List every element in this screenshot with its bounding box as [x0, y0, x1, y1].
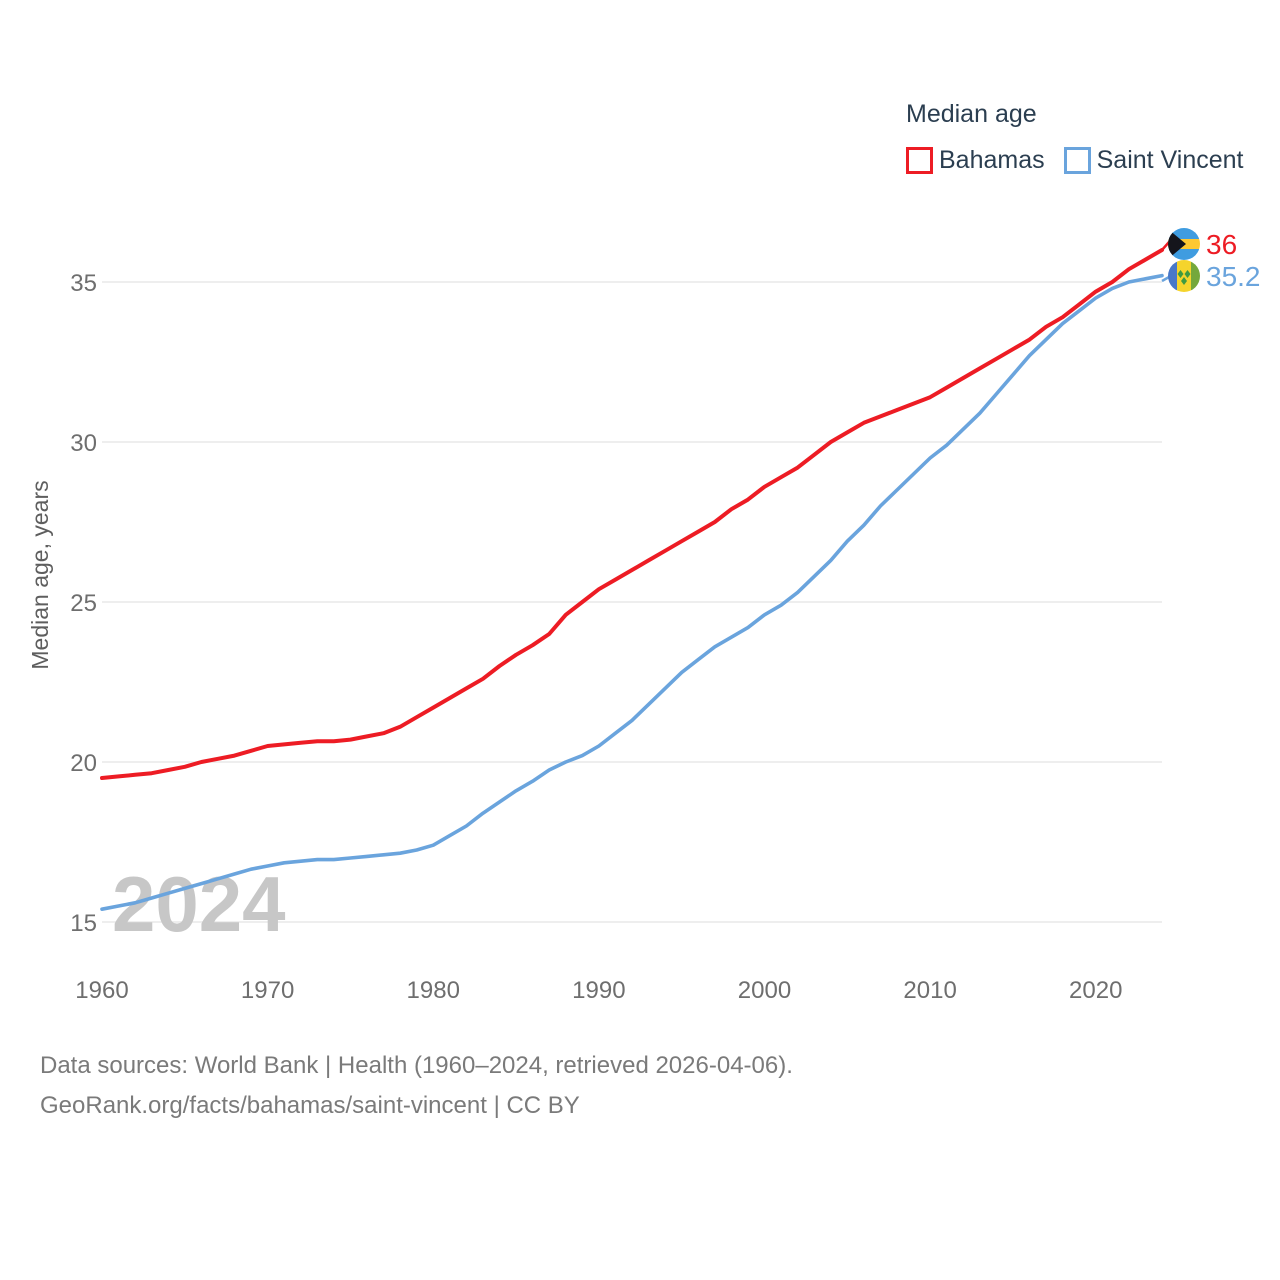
y-tick-label: 20: [70, 750, 97, 777]
saint-vincent-end-value-label: 35.2: [1206, 261, 1261, 292]
x-tick-label: 1980: [407, 977, 460, 1004]
x-tick-label: 1960: [75, 977, 128, 1004]
footer: Data sources: World Bank | Health (1960–…: [40, 1046, 793, 1126]
y-tick-label: 35: [70, 270, 97, 297]
x-tick-label: 1970: [241, 977, 294, 1004]
legend-item-saint-vincent[interactable]: Saint Vincent: [1063, 146, 1244, 175]
footer-data-sources: Data sources: World Bank | Health (1960–…: [40, 1052, 793, 1079]
x-tick-label: 2010: [903, 977, 956, 1004]
watermark-year: 2024: [112, 860, 286, 948]
footer-attribution: GeoRank.org/facts/bahamas/saint-vincent …: [40, 1092, 580, 1119]
gridlines: [102, 281, 1162, 923]
bahamas-end-value-label: 36: [1206, 229, 1237, 260]
y-tick-label: 15: [70, 910, 97, 937]
y-tick-label: 30: [70, 430, 97, 457]
bahamas-swatch-icon: [906, 147, 933, 174]
y-axis-title: Median age, years: [27, 480, 53, 669]
legend-item-bahamas[interactable]: Bahamas: [906, 146, 1045, 175]
bahamas-flag-icon: [1168, 228, 1200, 260]
legend-items: Bahamas Saint Vincent: [906, 146, 1266, 175]
saint-vincent-flag-icon: [1168, 260, 1200, 292]
legend: Median age Bahamas Saint Vincent: [906, 100, 1266, 175]
legend-title: Median age: [906, 100, 1037, 128]
legend-label-bahamas: Bahamas: [939, 146, 1045, 174]
bahamas-series-line: [100, 248, 1164, 780]
x-tick-label: 2000: [738, 977, 791, 1004]
saint-vincent-swatch-icon: [1063, 147, 1091, 174]
saint-vincent-series-line: [100, 273, 1164, 912]
x-tick-label: 2020: [1069, 977, 1122, 1004]
x-axis-tick-labels: 1960 1970 1980 1990 2000 2010 2020: [75, 977, 1122, 1004]
legend-label-saint-vincent: Saint Vincent: [1096, 146, 1244, 174]
y-axis-tick-labels: 15 20 25 30 35: [70, 270, 97, 937]
x-tick-label: 1990: [572, 977, 625, 1004]
y-tick-label: 25: [70, 590, 97, 617]
